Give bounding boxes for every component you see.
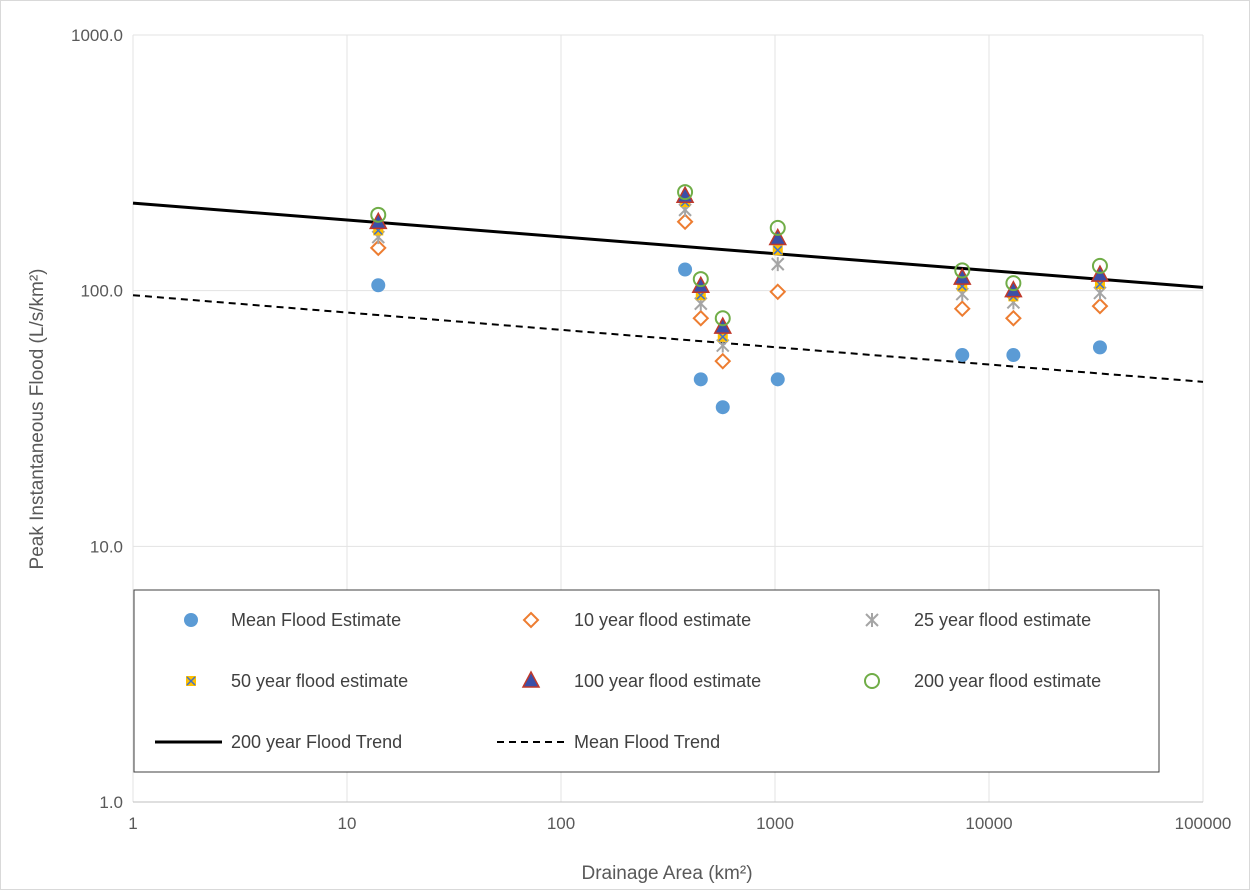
trend-line [132, 294, 1204, 383]
point-marker [718, 332, 728, 342]
point-marker [691, 275, 711, 294]
data-point [864, 673, 880, 689]
point-marker [692, 271, 709, 288]
point-marker [714, 310, 731, 327]
point-marker [522, 611, 540, 629]
y-tick-label: 1.0 [99, 793, 123, 812]
x-tick-label: 100000 [1175, 814, 1232, 833]
point-marker [770, 372, 785, 387]
data-point [953, 300, 971, 318]
y-tick-label: 100.0 [80, 282, 123, 301]
data-point [1004, 309, 1022, 327]
data-point [771, 257, 785, 272]
data-point [772, 245, 783, 256]
point-marker [693, 372, 708, 387]
legend-label: 200 year flood estimate [914, 671, 1101, 691]
data-point [1006, 348, 1021, 363]
point-marker [1005, 275, 1022, 292]
data-point [678, 262, 693, 277]
trend-lines [132, 201, 1204, 383]
data-point [715, 400, 730, 415]
data-point [865, 613, 879, 627]
point-marker [768, 227, 787, 246]
legend-label: 200 year Flood Trend [231, 732, 402, 752]
data-point [370, 206, 387, 223]
data-point [184, 613, 198, 627]
data-point [714, 310, 731, 327]
point-marker [692, 309, 710, 327]
point-marker [714, 352, 732, 370]
point-marker [1006, 348, 1021, 363]
legend-label: Mean Flood Trend [574, 732, 720, 752]
point-marker [186, 676, 196, 686]
point-marker [1091, 257, 1108, 274]
data-point [186, 676, 196, 686]
data-point [676, 213, 694, 231]
point-marker [769, 283, 787, 301]
point-marker [184, 613, 198, 627]
y-axis-label: Peak Instantaneous Flood (L/s/km²) [27, 269, 48, 570]
point-marker [1091, 297, 1109, 315]
data-point [714, 352, 732, 370]
data-point [954, 262, 971, 279]
data-point [1091, 257, 1108, 274]
legend-box [133, 589, 1160, 773]
data-point [1092, 340, 1107, 355]
data-point [717, 331, 728, 342]
x-tick-label: 1 [128, 814, 137, 833]
legend: Mean Flood Estimate 10 year flood estimat… [133, 589, 1160, 773]
data-point [1091, 297, 1109, 315]
point-marker [955, 348, 970, 363]
legend-label: 100 year flood estimate [574, 671, 761, 691]
data-point [693, 372, 708, 387]
data-point [769, 219, 786, 236]
trend-line [132, 201, 1204, 289]
point-marker [677, 184, 694, 201]
data-point [677, 184, 694, 201]
point-marker [676, 213, 694, 231]
point-marker [678, 262, 693, 277]
y-tick-label: 1000.0 [71, 26, 123, 45]
point-marker [715, 400, 730, 415]
x-tick-label: 10000 [965, 814, 1012, 833]
data-point [521, 670, 541, 688]
legend-label: Mean Flood Estimate [231, 610, 401, 630]
x-tick-label: 100 [547, 814, 575, 833]
tick-labels: 1 10 100 1000 10000 100000 1.0 10.0 100.0 1000.0 [71, 26, 1231, 833]
data-point [371, 278, 386, 293]
point-marker [369, 239, 387, 257]
data-point [955, 348, 970, 363]
point-marker [521, 670, 541, 688]
data-point [522, 611, 540, 629]
point-marker [370, 206, 387, 223]
data-point [369, 239, 387, 257]
legend-label: 25 year flood estimate [914, 610, 1091, 630]
data-point [770, 372, 785, 387]
point-marker [864, 673, 880, 689]
point-marker [371, 278, 386, 293]
x-tick-label: 1000 [756, 814, 794, 833]
legend-label: 50 year flood estimate [231, 671, 408, 691]
point-marker [954, 262, 971, 279]
legend-label: 10 year flood estimate [574, 610, 751, 630]
point-marker [769, 219, 786, 236]
data-point [769, 283, 787, 301]
point-marker [773, 245, 783, 255]
data-point [692, 309, 710, 327]
data-point [691, 275, 711, 294]
x-axis-label: Drainage Area (km²) [581, 863, 752, 884]
point-marker [953, 300, 971, 318]
data-point [1005, 275, 1022, 292]
data-points [369, 184, 1110, 415]
data-point [692, 271, 709, 288]
point-marker [1004, 309, 1022, 327]
point-marker [1092, 340, 1107, 355]
data-point [768, 227, 787, 246]
x-tick-label: 10 [338, 814, 357, 833]
y-tick-label: 10.0 [90, 537, 123, 556]
